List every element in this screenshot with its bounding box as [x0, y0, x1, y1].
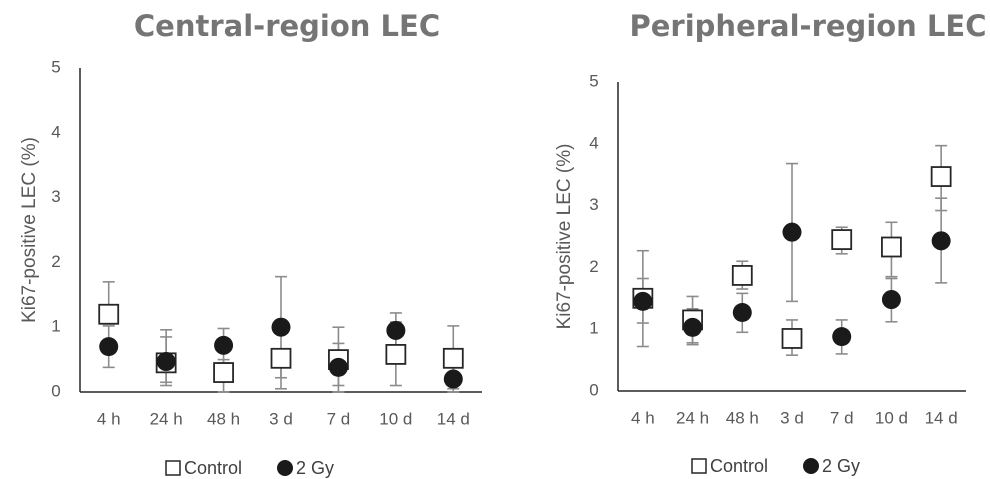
chart-title: Peripheral-region LEC [630, 9, 987, 43]
chart-panel-2: Peripheral-region LEC Ki67-positive LEC (… [554, 9, 986, 476]
x-tick-label: 4 h [97, 409, 121, 428]
x-tick-label: 7 d [327, 409, 351, 428]
gy2-point [443, 369, 463, 389]
legend-label: 2 Gy [296, 458, 334, 478]
x-tick-label: 10 d [379, 409, 412, 428]
legend-gy2-swatch [803, 458, 819, 474]
legend-label: Control [184, 458, 242, 478]
control-point [385, 344, 407, 365]
y-tick-label: 1 [51, 317, 60, 336]
y-tick-label: 3 [589, 195, 598, 214]
y-tick-label: 1 [589, 319, 598, 338]
gy2-point [271, 317, 291, 337]
control-point [781, 328, 803, 349]
legend-control-swatch [165, 460, 181, 476]
legend-label: 2 Gy [822, 456, 860, 476]
legend-gy2-swatch [277, 460, 293, 476]
gy2-point [214, 335, 234, 355]
x-tick-label: 10 d [875, 408, 908, 427]
x-tick-label: 4 h [631, 408, 655, 427]
x-tick-label: 14 d [925, 408, 958, 427]
gy2-point [881, 290, 901, 310]
legend: Control 2 Gy [165, 458, 334, 478]
chart-title: Central-region LEC [134, 9, 440, 43]
legend-label: Control [710, 456, 768, 476]
y-tick-label: 2 [589, 257, 598, 276]
legend: Control 2 Gy [691, 456, 860, 476]
gy2-point [386, 320, 406, 340]
control-point [930, 166, 952, 187]
x-tick-label: 48 h [207, 409, 240, 428]
control-point [270, 347, 292, 369]
gy2-point [156, 352, 176, 372]
control-point [731, 265, 753, 286]
y-tick-label: 5 [51, 57, 60, 76]
x-tick-label: 24 h [676, 408, 709, 427]
y-tick-label: 2 [51, 252, 60, 271]
gy2-point [633, 291, 653, 311]
x-tick-label: 7 d [830, 408, 854, 427]
gy2-point [99, 337, 119, 357]
y-tick-label: 4 [51, 122, 60, 141]
chart-panel-1: Central-region LEC Ki67-positive LEC (%) 0… [19, 9, 482, 478]
control-point [881, 236, 902, 258]
y-axis-label: Ki67-positive LEC (%) [554, 144, 575, 330]
gy2-point [782, 222, 802, 242]
control-point [213, 362, 234, 383]
y-tick-label: 0 [51, 381, 60, 400]
legend-control-swatch [691, 458, 707, 474]
control-point [442, 347, 464, 369]
y-tick-label: 4 [589, 133, 598, 152]
gy2-point [683, 317, 703, 337]
x-tick-label: 14 d [437, 409, 470, 428]
gy2-point [732, 303, 752, 323]
x-tick-label: 3 d [269, 409, 293, 428]
control-point [831, 229, 853, 250]
y-tick-label: 5 [589, 71, 598, 90]
x-tick-label: 24 h [150, 409, 183, 428]
gy2-point [832, 327, 852, 347]
y-tick-label: 3 [51, 187, 60, 206]
gy2-point [328, 357, 348, 377]
y-axis-label: Ki67-positive LEC (%) [19, 137, 40, 323]
y-tick-label: 0 [589, 380, 598, 399]
x-tick-label: 3 d [780, 408, 804, 427]
gy2-point [931, 231, 951, 251]
control-point [98, 303, 120, 325]
x-tick-label: 48 h [726, 408, 759, 427]
